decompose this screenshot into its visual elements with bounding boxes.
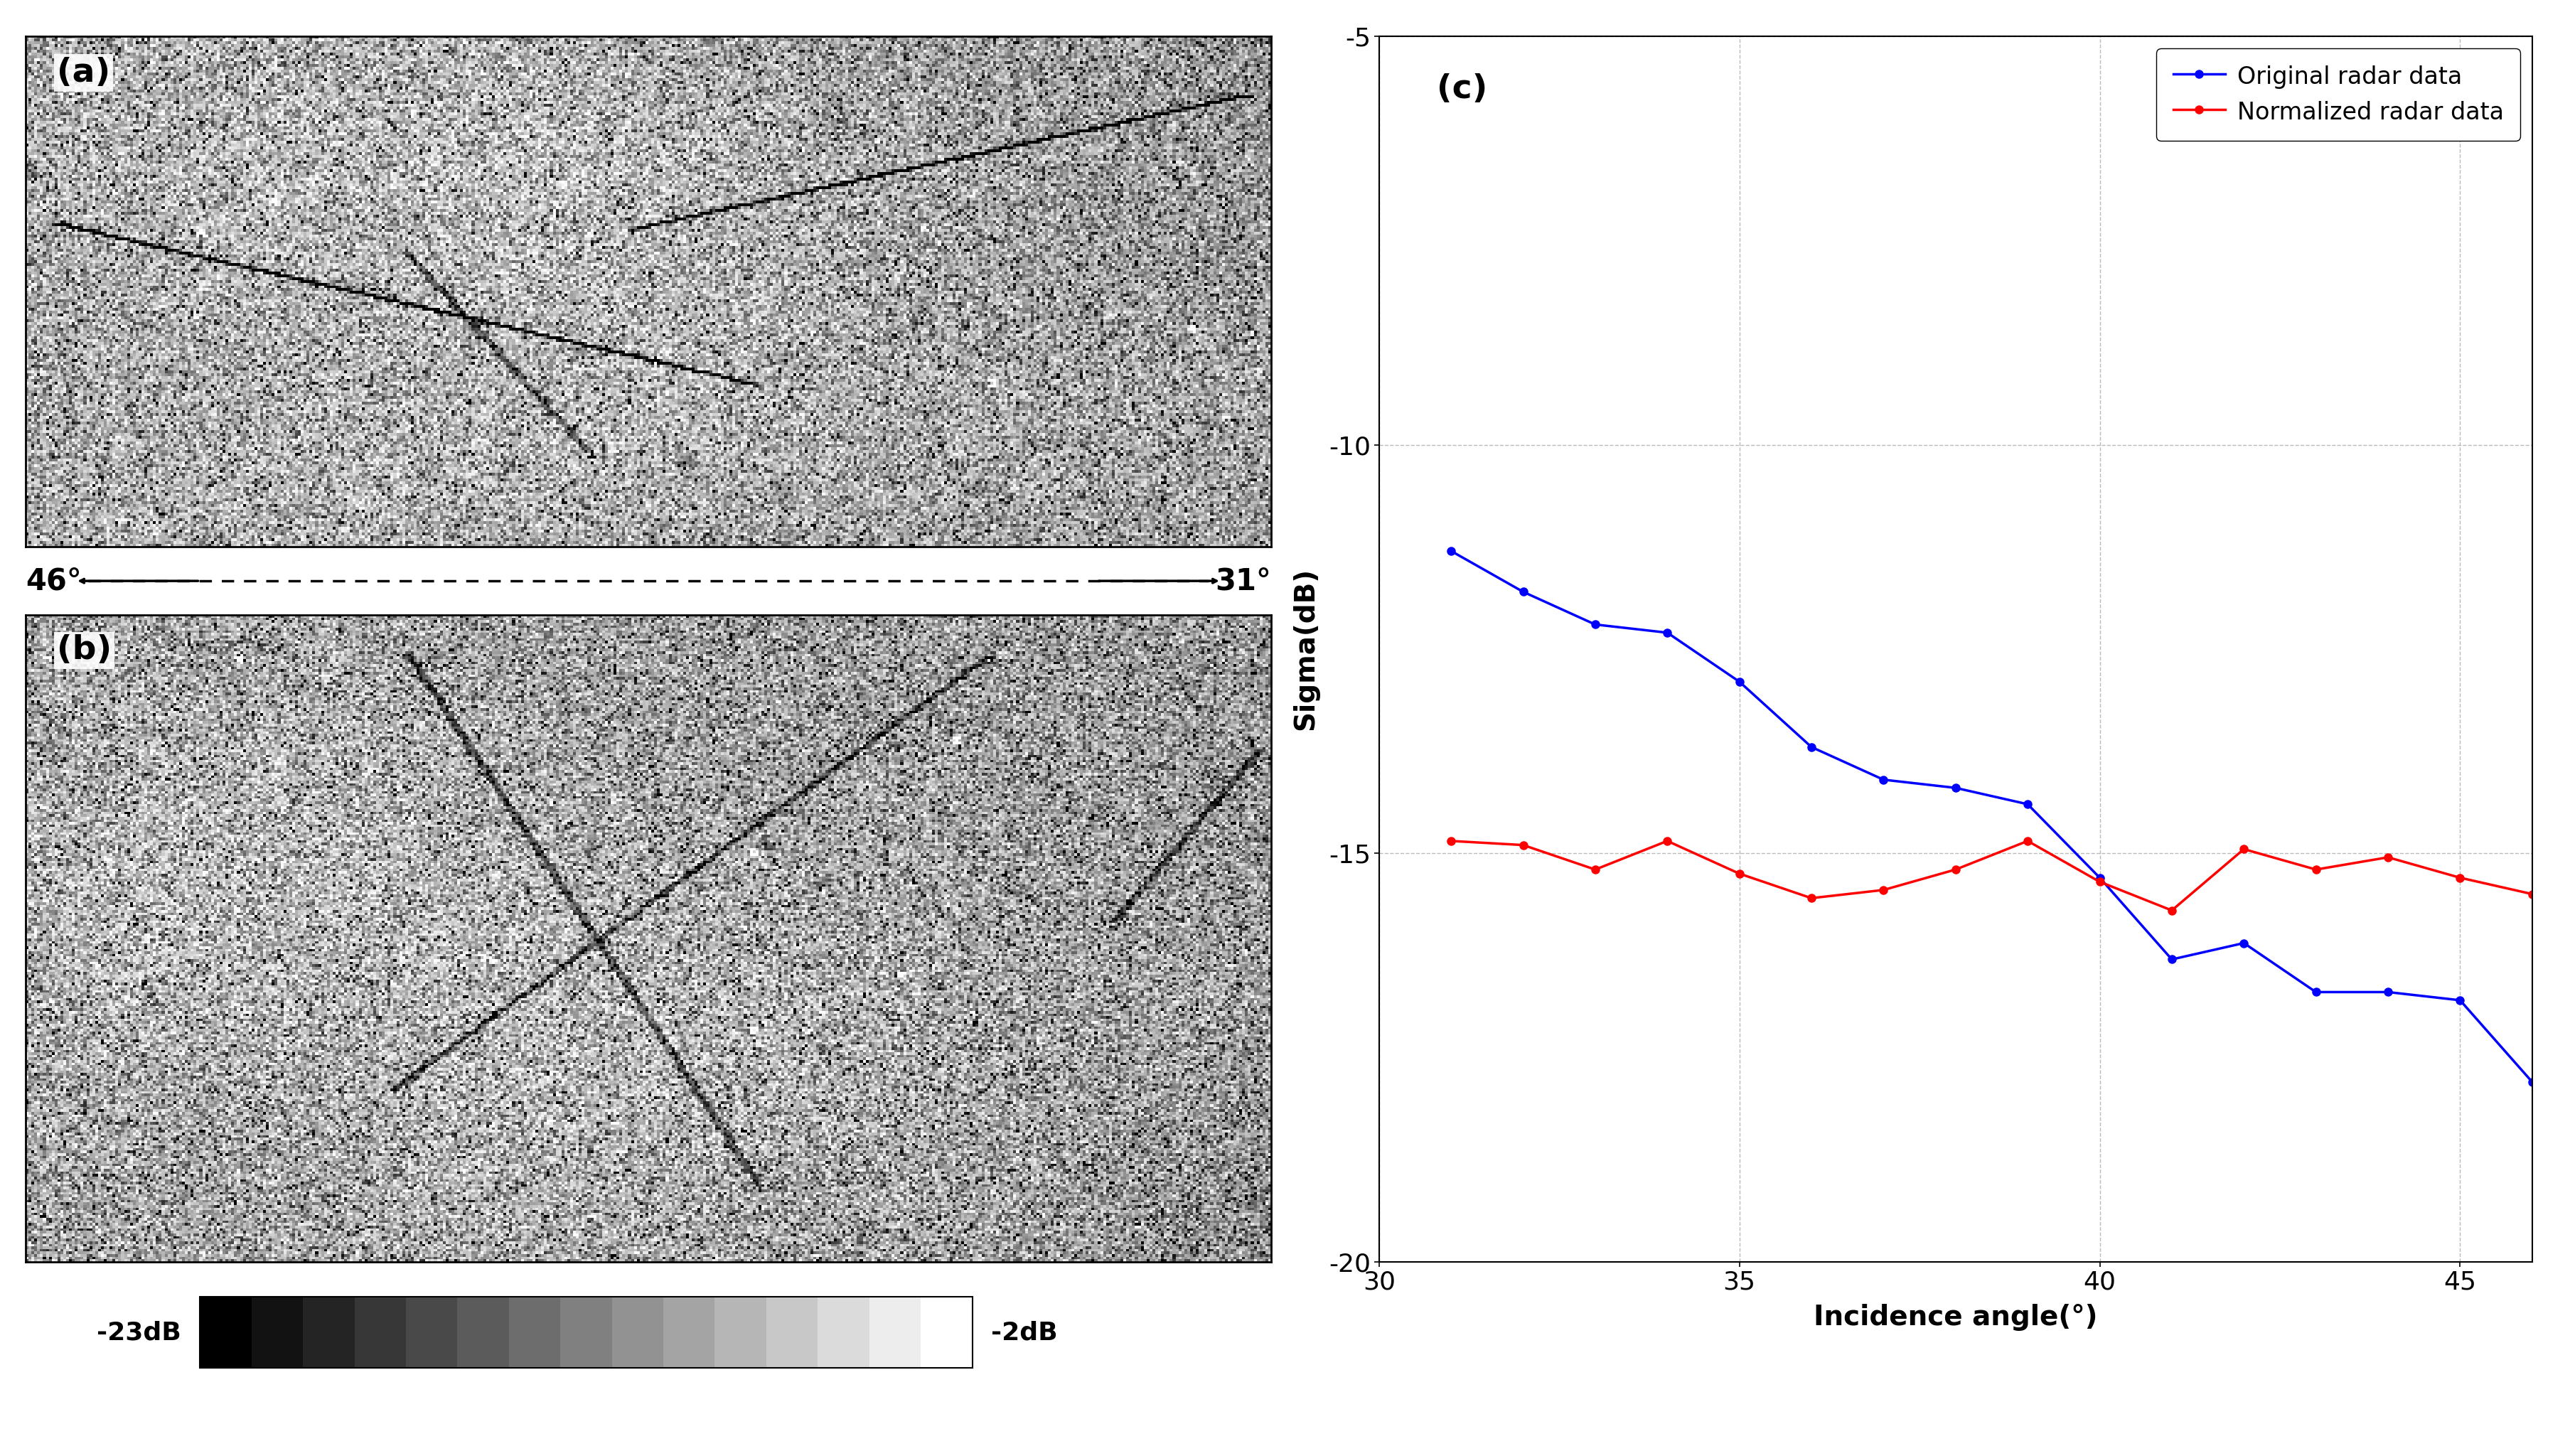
- Normalized radar data: [1868, 881, 1899, 898]
- Bar: [612, 1297, 663, 1367]
- Bar: [766, 1297, 817, 1367]
- Original radar data: [1940, 779, 1971, 796]
- Text: (a): (a): [57, 57, 111, 89]
- Original radar data: [1724, 673, 1755, 690]
- Line: Normalized radar data: Normalized radar data: [1447, 837, 2537, 914]
- Text: 46°: 46°: [26, 566, 82, 596]
- Original radar data: [2084, 869, 2115, 887]
- Normalized radar data: [2012, 833, 2043, 850]
- Normalized radar data: [2084, 874, 2115, 891]
- Original radar data: [2012, 795, 2043, 812]
- Line: Original radar data: Original radar data: [1447, 547, 2537, 1086]
- Bar: [663, 1297, 714, 1367]
- Original radar data: [1509, 582, 1539, 600]
- Bar: [817, 1297, 869, 1367]
- Text: -23dB: -23dB: [98, 1321, 182, 1344]
- Bar: [252, 1297, 303, 1367]
- Bar: [406, 1297, 457, 1367]
- Original radar data: [1581, 616, 1611, 633]
- Bar: [869, 1297, 920, 1367]
- Original radar data: [2156, 951, 2187, 968]
- Bar: [920, 1297, 971, 1367]
- Bar: [509, 1297, 560, 1367]
- Text: (b): (b): [57, 635, 111, 667]
- Normalized radar data: [1434, 833, 1465, 850]
- Normalized radar data: [1940, 860, 1971, 878]
- Bar: [714, 1297, 766, 1367]
- Normalized radar data: [1509, 836, 1539, 853]
- Original radar data: [1868, 772, 1899, 789]
- Bar: [560, 1297, 612, 1367]
- Text: -2dB: -2dB: [989, 1321, 1056, 1344]
- Bar: [457, 1297, 509, 1367]
- Normalized radar data: [1581, 860, 1611, 878]
- Bar: [200, 1297, 252, 1367]
- Original radar data: [2444, 992, 2475, 1009]
- Text: 31°: 31°: [1216, 566, 1270, 596]
- Original radar data: [1796, 738, 1827, 756]
- Legend: Original radar data, Normalized radar data: Original radar data, Normalized radar da…: [2156, 48, 2519, 141]
- Original radar data: [2516, 1073, 2547, 1091]
- Normalized radar data: [1653, 833, 1683, 850]
- Original radar data: [1653, 625, 1683, 642]
- Bar: [355, 1297, 406, 1367]
- Original radar data: [2300, 983, 2331, 1000]
- Normalized radar data: [1724, 865, 1755, 882]
- Y-axis label: Sigma(dB): Sigma(dB): [1293, 568, 1318, 731]
- Normalized radar data: [2516, 885, 2547, 903]
- Original radar data: [2372, 983, 2403, 1000]
- Normalized radar data: [2444, 869, 2475, 887]
- Original radar data: [1434, 542, 1465, 559]
- Text: (c): (c): [1437, 73, 1488, 105]
- X-axis label: Incidence angle(°): Incidence angle(°): [1812, 1305, 2097, 1331]
- Normalized radar data: [2372, 849, 2403, 866]
- Bar: [303, 1297, 355, 1367]
- Normalized radar data: [2300, 860, 2331, 878]
- Normalized radar data: [2228, 840, 2259, 858]
- Normalized radar data: [1796, 890, 1827, 907]
- Normalized radar data: [2156, 901, 2187, 919]
- Original radar data: [2228, 935, 2259, 952]
- Bar: [200, 1297, 971, 1367]
